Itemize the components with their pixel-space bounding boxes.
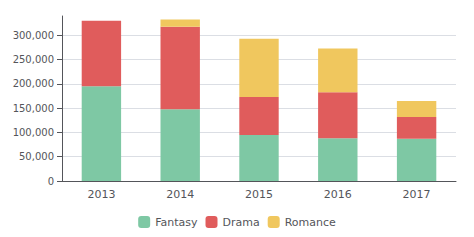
svg-text:Fantasy: Fantasy bbox=[155, 216, 198, 229]
svg-text:2013: 2013 bbox=[87, 188, 115, 201]
svg-text:200,000: 200,000 bbox=[13, 78, 54, 89]
svg-text:2017: 2017 bbox=[403, 188, 431, 201]
svg-text:2016: 2016 bbox=[324, 188, 352, 201]
svg-text:0: 0 bbox=[48, 176, 54, 187]
svg-text:2014: 2014 bbox=[166, 188, 194, 201]
svg-text:2015: 2015 bbox=[245, 188, 273, 201]
svg-text:250,000: 250,000 bbox=[13, 54, 54, 65]
svg-text:50,000: 50,000 bbox=[19, 151, 54, 162]
svg-text:Romance: Romance bbox=[285, 216, 336, 229]
svg-text:150,000: 150,000 bbox=[13, 103, 54, 114]
svg-text:100,000: 100,000 bbox=[13, 127, 54, 138]
svg-text:Drama: Drama bbox=[223, 216, 260, 229]
svg-text:300,000: 300,000 bbox=[13, 30, 54, 41]
